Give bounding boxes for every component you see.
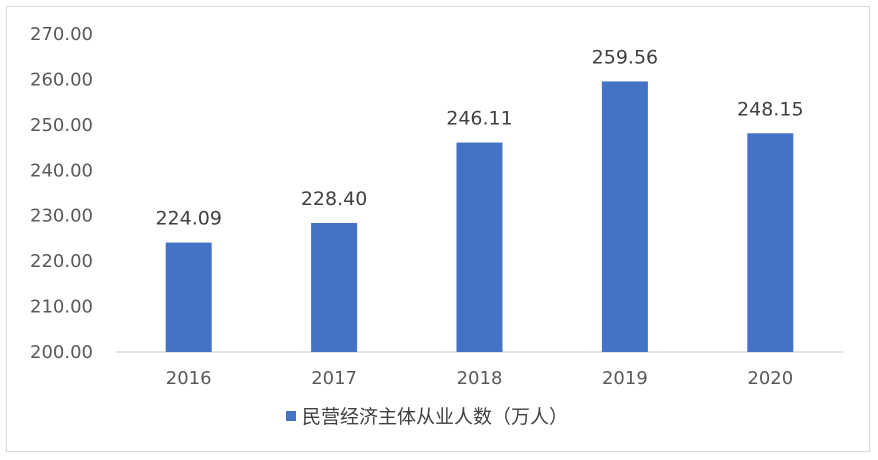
legend-label: 民营经济主体从业人数（万人） xyxy=(302,406,568,428)
data-label-2020: 248.15 xyxy=(737,98,803,120)
data-label-2019: 259.56 xyxy=(592,46,658,68)
data-labels: 224.09 228.40 246.11 259.56 248.15 xyxy=(155,46,803,229)
y-tick-label: 220.00 xyxy=(30,251,93,272)
data-label-2016: 224.09 xyxy=(155,208,221,230)
data-label-2018: 246.11 xyxy=(446,108,512,130)
bar-2018 xyxy=(456,142,503,352)
bar-2016 xyxy=(165,242,212,352)
bars xyxy=(165,81,794,352)
x-tick-label-2016: 2016 xyxy=(166,368,212,389)
y-tick-label: 230.00 xyxy=(30,206,93,227)
legend-swatch xyxy=(286,411,296,421)
y-axis-ticks: 200.00 210.00 220.00 230.00 240.00 250.00 260.… xyxy=(30,24,93,363)
data-label-2017: 228.40 xyxy=(301,188,367,210)
bar-2019 xyxy=(601,81,648,352)
bar-2017 xyxy=(311,222,358,352)
y-tick-label: 200.00 xyxy=(30,342,93,363)
y-tick-label: 240.00 xyxy=(30,160,93,181)
x-tick-label-2019: 2019 xyxy=(602,368,648,389)
legend: 民营经济主体从业人数（万人） xyxy=(286,406,568,428)
x-tick-label-2020: 2020 xyxy=(747,368,793,389)
y-tick-label: 250.00 xyxy=(30,115,93,136)
chart-frame xyxy=(6,6,870,452)
x-tick-label-2017: 2017 xyxy=(311,368,357,389)
y-tick-label: 210.00 xyxy=(30,297,93,318)
bar-2020 xyxy=(747,133,794,352)
x-tick-label-2018: 2018 xyxy=(457,368,503,389)
y-tick-label: 260.00 xyxy=(30,69,93,90)
y-tick-label: 270.00 xyxy=(30,24,93,45)
x-axis-ticks: 2016 2017 2018 2019 2020 xyxy=(166,368,793,389)
